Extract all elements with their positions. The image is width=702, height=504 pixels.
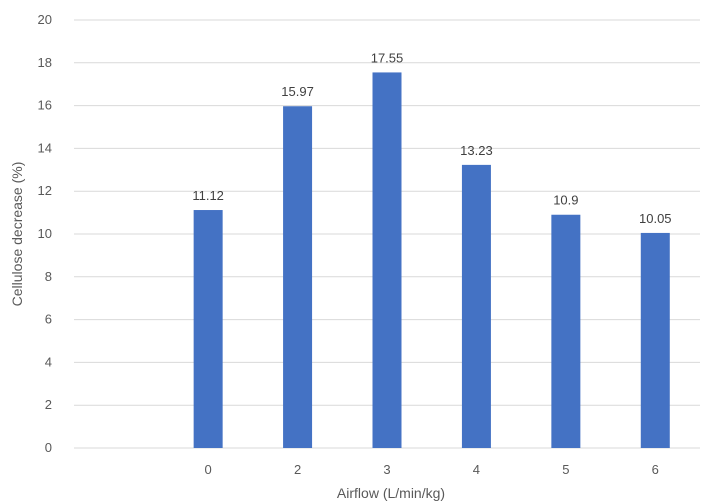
x-axis-ticks: 0 2 3 4 5 6	[205, 462, 659, 477]
y-tick-label: 16	[38, 98, 52, 113]
x-tick-label: 2	[294, 462, 301, 477]
data-labels: 11.12 15.97 17.55 13.23 10.9 10.05	[192, 50, 672, 226]
y-tick-label: 14	[38, 140, 52, 155]
y-tick-label: 4	[45, 354, 52, 369]
bars	[193, 72, 670, 449]
y-tick-label: 2	[45, 397, 52, 412]
bar	[461, 164, 491, 449]
x-tick-label: 4	[473, 462, 480, 477]
bar	[640, 232, 670, 448]
x-axis-title: Airflow (L/min/kg)	[337, 485, 445, 501]
data-label: 10.05	[639, 211, 672, 226]
y-tick-label: 12	[38, 183, 52, 198]
bar	[551, 214, 581, 448]
data-label: 10.9	[553, 193, 578, 208]
y-tick-label: 6	[45, 312, 52, 327]
data-label: 11.12	[192, 188, 224, 203]
y-tick-label: 8	[45, 269, 52, 284]
data-label: 13.23	[460, 143, 493, 158]
bar	[193, 210, 223, 448]
data-label: 17.55	[371, 50, 404, 65]
x-tick-label: 6	[652, 462, 659, 477]
y-tick-label: 20	[38, 12, 52, 27]
y-tick-label: 10	[38, 226, 52, 241]
x-tick-label: 5	[562, 462, 569, 477]
x-tick-label: 0	[205, 462, 212, 477]
y-axis-ticks: 0 2 4 6 8 10 12 14 16 18 20	[38, 12, 52, 455]
y-tick-label: 0	[45, 440, 52, 455]
y-tick-label: 18	[38, 55, 52, 70]
data-label: 15.97	[281, 84, 314, 99]
x-tick-label: 3	[383, 462, 390, 477]
y-axis-title: Cellulose decrease (%)	[9, 162, 25, 307]
bar	[372, 72, 402, 449]
bar	[283, 106, 313, 448]
